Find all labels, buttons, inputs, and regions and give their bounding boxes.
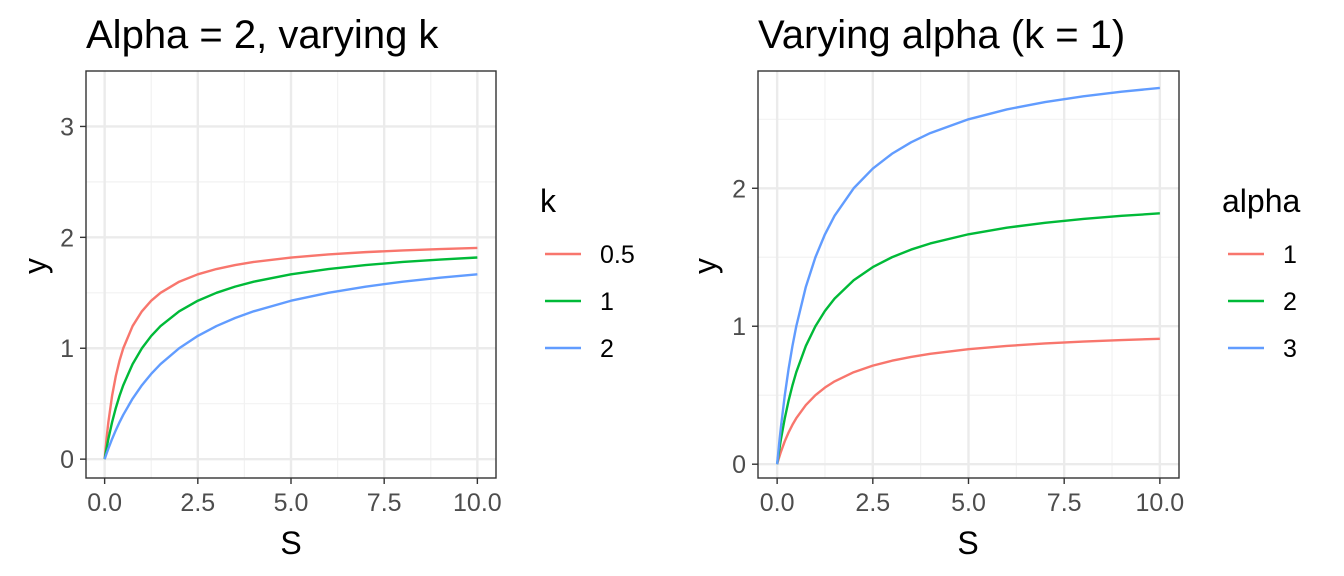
y-axis-title: y (687, 258, 723, 274)
chart-left: Alpha = 2, varying k 0.0 2.5 5.0 7.5 10.0 0 1 2… (17, 13, 635, 561)
x-axis-title: S (280, 525, 301, 561)
y-tick-label: 1 (732, 313, 746, 341)
series-line (103, 273, 478, 460)
legend: 1 2 3 (1228, 241, 1297, 363)
x-tick-label: 0.0 (760, 489, 795, 517)
y-tick-label: 0 (60, 446, 74, 474)
y-tick-label: 0 (732, 451, 746, 479)
legend-label: 2 (600, 335, 614, 363)
y-axis-title: y (17, 258, 53, 274)
x-tick-label: 7.5 (1047, 489, 1082, 517)
legend-label: 2 (1283, 288, 1297, 316)
chart-title: Alpha = 2, varying k (86, 13, 439, 57)
legend-label: 1 (1283, 241, 1297, 269)
x-tick-label: 5.0 (274, 489, 309, 517)
series-line (103, 256, 478, 460)
chart-right: Varying alpha (k = 1) 0.0 2.5 5.0 7.5 10.0 0 1… (687, 13, 1301, 561)
plot-area: 0.0 2.5 5.0 7.5 10.0 0 1 2 (732, 70, 1185, 517)
x-tick-label: 10.0 (1136, 489, 1185, 517)
x-axis-title: S (957, 525, 978, 561)
x-tick-label: 5.0 (951, 489, 986, 517)
y-tick-label: 2 (732, 175, 746, 203)
legend-title: alpha (1222, 183, 1301, 219)
legend-title: k (540, 183, 557, 219)
legend-label: 0.5 (600, 241, 635, 269)
x-tick-label: 0.0 (87, 489, 122, 517)
series-line (775, 337, 1160, 465)
series-line (775, 212, 1160, 465)
x-tick-label: 10.0 (453, 489, 502, 517)
series-line (103, 246, 478, 460)
x-tick-label: 2.5 (180, 489, 215, 517)
x-tick-label: 7.5 (367, 489, 402, 517)
chart-title: Varying alpha (k = 1) (758, 13, 1125, 57)
x-tick-label: 2.5 (855, 489, 890, 517)
plot-area: 0.0 2.5 5.0 7.5 10.0 0 1 2 3 (60, 70, 502, 517)
y-tick-label: 1 (60, 335, 74, 363)
y-tick-label: 3 (60, 113, 74, 141)
series-line (775, 86, 1160, 465)
legend-label: 3 (1283, 335, 1297, 363)
legend: 0.5 1 2 (545, 241, 635, 363)
y-tick-label: 2 (60, 224, 74, 252)
legend-label: 1 (600, 288, 614, 316)
